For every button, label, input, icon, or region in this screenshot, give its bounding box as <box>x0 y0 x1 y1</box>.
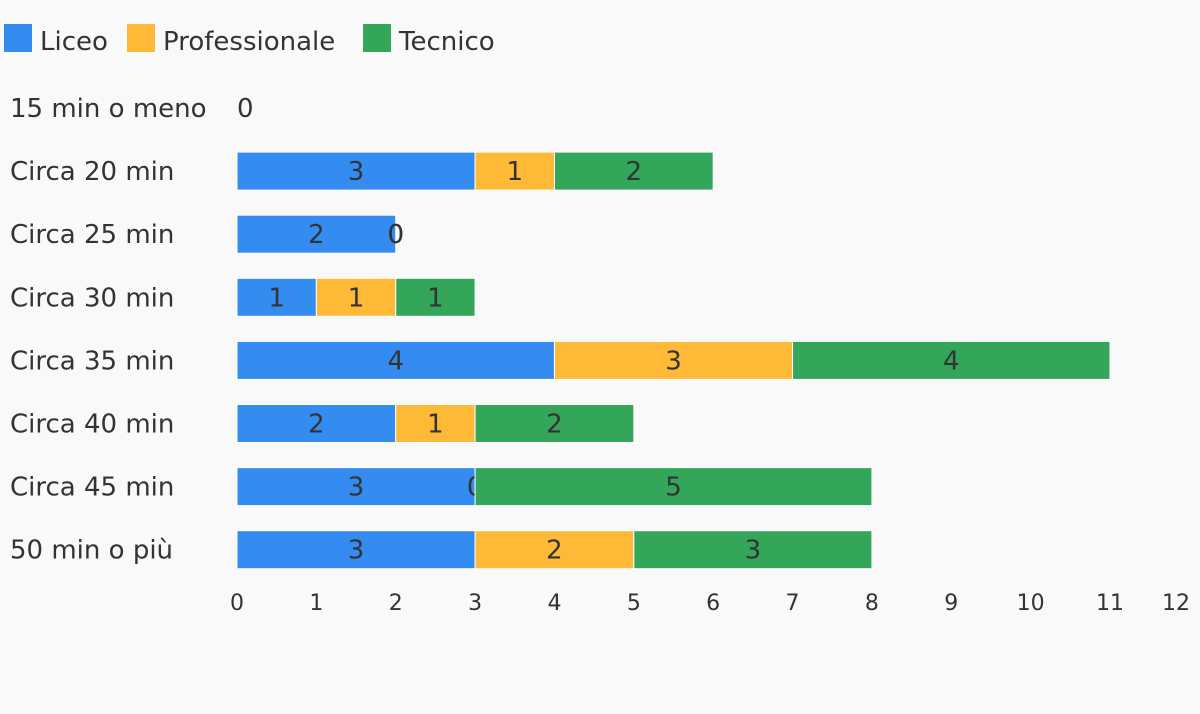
bar-segment-2 <box>553 151 714 191</box>
x-tick-label: 11 <box>1096 591 1124 616</box>
bar-segment-2 <box>792 340 1111 380</box>
data-label: 3 <box>665 346 682 376</box>
bar-segment-2 <box>395 277 476 317</box>
bar-segment-1 <box>474 151 555 191</box>
bar-segment-1 <box>395 404 476 443</box>
bar-segment-0 <box>236 151 476 191</box>
x-axis: 0 1 2 3 4 5 6 7 8 9 10 11 12 <box>230 591 1190 616</box>
data-label: 4 <box>387 346 404 376</box>
legend-label-0: Liceo <box>40 27 108 57</box>
x-tick-label: 7 <box>786 591 800 616</box>
x-tick-label: 3 <box>468 591 482 616</box>
data-label: 2 <box>546 536 563 566</box>
data-label: 3 <box>348 536 365 566</box>
data-label: 1 <box>348 283 365 313</box>
data-label: 2 <box>546 410 563 440</box>
data-label: 2 <box>308 220 325 250</box>
x-tick-label: 5 <box>627 591 641 616</box>
bar-segment-2 <box>474 404 635 443</box>
category-label: Circa 35 min <box>10 346 174 376</box>
data-label: 1 <box>427 283 444 313</box>
x-tick-label: 6 <box>706 591 720 616</box>
category-label: 15 min o meno <box>10 94 207 124</box>
category-label: Circa 40 min <box>10 410 174 440</box>
legend-label-2: Tecnico <box>398 27 495 57</box>
bar-segment-1 <box>474 530 635 570</box>
data-label: 2 <box>626 157 643 187</box>
legend-swatch-1 <box>127 24 155 52</box>
data-label: 0 <box>387 220 404 250</box>
data-label: 1 <box>268 283 285 313</box>
data-label: 2 <box>308 410 325 440</box>
bar-segment-0 <box>236 340 555 380</box>
x-tick-label: 0 <box>230 591 244 616</box>
data-label: 0 <box>387 220 404 250</box>
category-label: Circa 25 min <box>10 220 174 250</box>
x-tick-label: 4 <box>547 591 561 616</box>
data-label: 0 <box>237 94 254 124</box>
legend-swatch-2 <box>363 24 391 52</box>
bar-segment-2 <box>633 530 873 570</box>
category-label: 50 min o più <box>10 536 173 566</box>
category-label: Circa 20 min <box>10 157 174 187</box>
data-label: 4 <box>943 346 960 376</box>
data-label: 3 <box>348 473 365 503</box>
category-label: Circa 45 min <box>10 473 174 503</box>
x-tick-label: 2 <box>389 591 403 616</box>
legend: Liceo Professionale Tecnico <box>4 24 495 57</box>
bars: 0312200111434212305323 <box>236 94 1111 570</box>
x-tick-label: 10 <box>1017 591 1045 616</box>
category-label: Circa 30 min <box>10 283 174 313</box>
x-tick-label: 1 <box>309 591 323 616</box>
bar-segment-2 <box>474 467 873 507</box>
data-label: 5 <box>665 473 682 503</box>
data-label: 3 <box>745 536 762 566</box>
x-tick-label: 8 <box>865 591 879 616</box>
data-label: 1 <box>506 157 523 187</box>
x-tick-label: 12 <box>1162 591 1190 616</box>
legend-label-1: Professionale <box>163 27 335 57</box>
data-label: 1 <box>427 410 444 440</box>
legend-swatch-0 <box>4 24 32 52</box>
bar-segment-0 <box>236 214 397 254</box>
x-tick-label: 9 <box>944 591 958 616</box>
bar-segment-0 <box>236 530 476 570</box>
data-label: 3 <box>348 157 365 187</box>
bar-segment-1 <box>315 277 397 317</box>
bar-segment-0 <box>236 277 317 317</box>
category-labels: 15 min o meno Circa 20 min Circa 25 min Cir… <box>10 94 207 566</box>
